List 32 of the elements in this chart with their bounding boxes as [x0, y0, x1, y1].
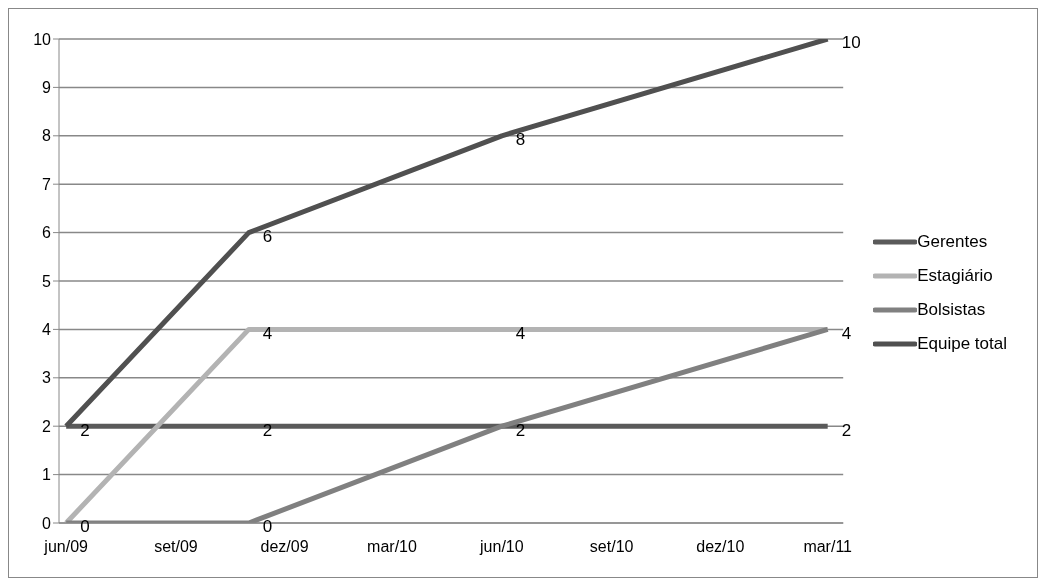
legend-label: Estagiário — [917, 266, 993, 286]
data-label: 2 — [841, 420, 852, 440]
x-tick-label: jun/10 — [479, 538, 524, 556]
y-tick-label: 10 — [33, 30, 52, 48]
x-tick-label: set/09 — [154, 538, 198, 556]
y-tick-label: 3 — [42, 369, 52, 387]
y-tick-label: 1 — [42, 466, 52, 484]
legend-label: Bolsistas — [917, 300, 986, 320]
x-tick-label: set/10 — [589, 538, 634, 556]
data-label: 6 — [262, 227, 273, 247]
data-label: 10 — [841, 33, 861, 53]
y-tick-label: 9 — [42, 79, 52, 97]
x-tick-label: dez/09 — [260, 538, 309, 556]
y-tick-label: 2 — [42, 417, 52, 435]
x-tick-label: mar/11 — [803, 538, 853, 556]
x-tick-label: mar/10 — [367, 538, 418, 556]
data-label: 0 — [80, 517, 90, 537]
x-tick-label: jun/09 — [43, 538, 89, 556]
x-tick-label: dez/10 — [696, 538, 745, 556]
legend-label: Gerentes — [917, 232, 988, 252]
y-tick-label: 5 — [42, 272, 52, 290]
y-tick-label: 8 — [42, 127, 52, 145]
data-label: 4 — [515, 323, 526, 343]
y-tick-label: 0 — [42, 514, 52, 532]
data-label: 8 — [515, 130, 526, 150]
data-label: 0 — [262, 517, 273, 537]
legend-label: Equipe total — [917, 334, 1007, 354]
data-label: 4 — [841, 323, 852, 343]
y-tick-label: 7 — [42, 175, 52, 193]
y-tick-label: 4 — [42, 321, 52, 339]
data-label: 4 — [262, 323, 273, 343]
y-tick-label: 6 — [42, 224, 52, 242]
